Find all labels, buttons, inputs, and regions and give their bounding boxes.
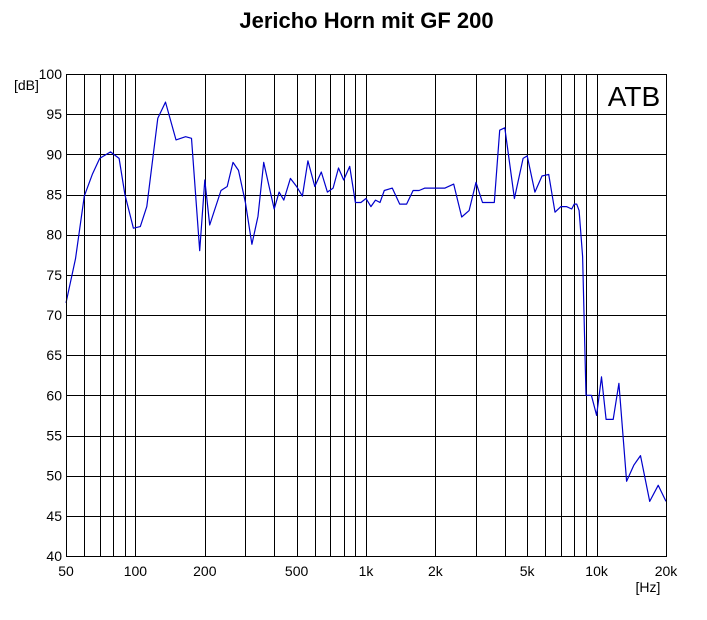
y-tick-label: 40: [46, 548, 62, 564]
y-tick-label: 100: [39, 66, 63, 82]
y-tick-label: 60: [46, 387, 62, 403]
y-tick-label: 95: [46, 106, 62, 122]
series-layer: [65, 101, 667, 502]
series-line-0: [65, 101, 667, 502]
y-tick-label: 65: [46, 347, 62, 363]
x-tick-label: 20k: [655, 563, 679, 579]
y-tick-label: 75: [46, 267, 62, 283]
x-tick-label: 1k: [359, 563, 375, 579]
plot-frame: [66, 74, 667, 557]
y-axis-label: [dB]: [14, 77, 39, 93]
y-tick-label: 90: [46, 146, 62, 162]
grid-layer: [66, 74, 667, 557]
x-tick-label: 10k: [585, 563, 609, 579]
y-tick-label: 45: [46, 508, 62, 524]
x-tick-label: 50: [58, 563, 74, 579]
atb-badge: ATB: [608, 81, 660, 112]
x-tick-label: 200: [193, 563, 217, 579]
frame-layer: [66, 74, 667, 557]
x-tick-label: 5k: [520, 563, 536, 579]
x-axis-label: [Hz]: [636, 579, 661, 595]
y-tick-label: 55: [46, 428, 62, 444]
y-tick-label: 85: [46, 187, 62, 203]
x-tick-label: 500: [285, 563, 309, 579]
x-tick-label: 100: [124, 563, 148, 579]
badge-background: [602, 78, 664, 114]
x-tick-label: 2k: [428, 563, 444, 579]
y-tick-label: 50: [46, 468, 62, 484]
y-tick-label: 70: [46, 307, 62, 323]
chart-title: Jericho Horn mit GF 200: [239, 8, 494, 33]
y-tick-label: 80: [46, 227, 62, 243]
